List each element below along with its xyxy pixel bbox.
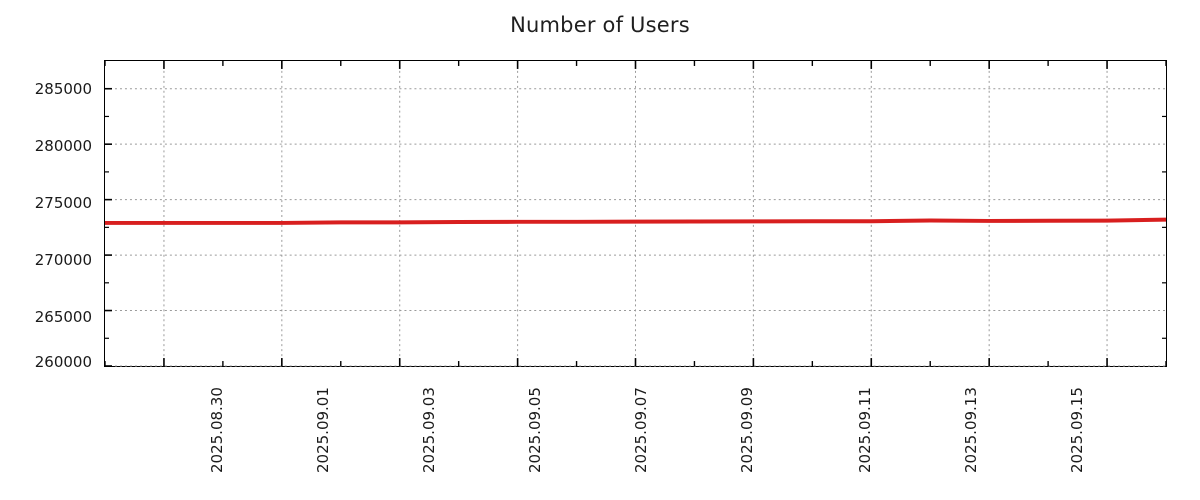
x-tick-label-5: 2025.09.09	[738, 387, 756, 473]
x-tick-label-0: 2025.08.30	[208, 387, 226, 473]
x-tick-label-1: 2025.09.01	[314, 387, 332, 473]
chart-title: Number of Users	[510, 13, 690, 37]
x-tick-label-4: 2025.09.07	[632, 387, 650, 473]
y-tick-label-285000: 285000	[34, 80, 92, 98]
x-tick-label-6: 2025.09.11	[856, 387, 874, 473]
x-tick-label-2: 2025.09.03	[420, 387, 438, 473]
y-tick-label-260000: 260000	[34, 353, 92, 371]
plot-area	[104, 60, 1167, 367]
x-tick-label-3: 2025.09.05	[526, 387, 544, 473]
chart-gridlines	[105, 61, 1166, 367]
chart-data-series	[105, 217, 1167, 225]
y-tick-label-280000: 280000	[34, 137, 92, 155]
chart-axis-ticks	[104, 61, 1167, 367]
y-tick-label-275000: 275000	[34, 194, 92, 212]
x-tick-label-7: 2025.09.13	[962, 387, 980, 473]
x-tick-label-8: 2025.09.15	[1068, 387, 1086, 473]
y-tick-label-270000: 270000	[34, 251, 92, 269]
y-tick-label-265000: 265000	[34, 308, 92, 326]
